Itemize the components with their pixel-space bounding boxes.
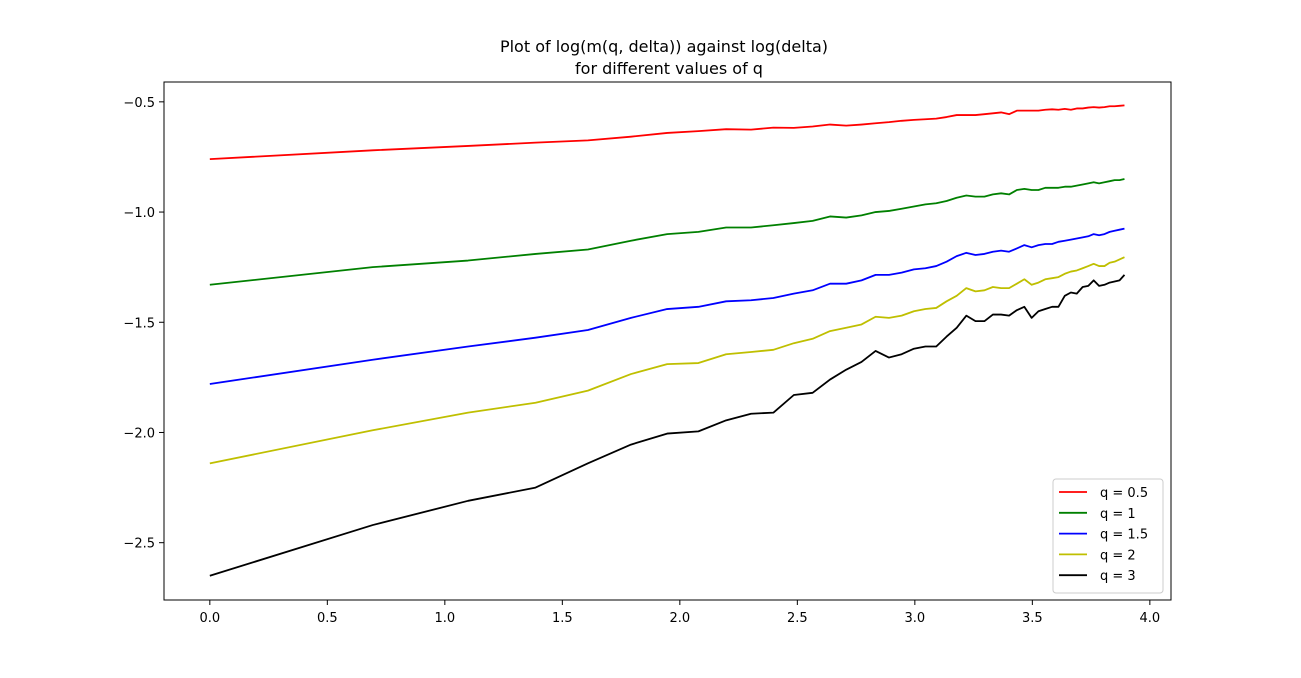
y-tick-label: −1.0 — [123, 206, 155, 221]
x-tick-label: 2.0 — [669, 611, 690, 626]
x-tick-label: 1.0 — [434, 611, 455, 626]
x-tick-label: 3.0 — [904, 611, 925, 626]
x-tick-label: 2.5 — [787, 611, 808, 626]
legend: q = 0.5 q = 1 q = 1.5 q = 2 q = 3 — [1052, 478, 1164, 594]
series-line-4 — [209, 274, 1126, 577]
x-axis: 0.0 0.5 1.0 1.5 2.0 2.5 3.0 3.5 4.0 — [199, 600, 1160, 626]
x-tick-label: 1.5 — [552, 611, 573, 626]
chart-title-line-1: Plot of log(m(q, delta)) against log(del… — [500, 37, 828, 56]
x-tick-label: 3.5 — [1022, 611, 1043, 626]
legend-label-0: q = 0.5 — [1100, 486, 1148, 501]
y-tick-label: −2.0 — [123, 426, 155, 441]
legend-label-1: q = 1 — [1100, 507, 1136, 522]
x-tick-label: 4.0 — [1140, 611, 1161, 626]
series-layer — [209, 104, 1126, 577]
legend-label-2: q = 1.5 — [1100, 528, 1148, 543]
chart-title: Plot of log(m(q, delta)) against log(del… — [500, 37, 828, 78]
y-tick-label: −2.5 — [123, 537, 155, 552]
series-line-2 — [209, 227, 1125, 385]
y-tick-label: −1.5 — [123, 316, 155, 331]
plot-area-frame — [163, 81, 1172, 601]
series-line-3 — [209, 256, 1125, 465]
x-tick-label: 0.0 — [199, 611, 220, 626]
y-axis: −0.5 −1.0 −1.5 −2.0 −2.5 — [123, 96, 164, 552]
legend-label-4: q = 3 — [1100, 569, 1136, 584]
legend-box — [1052, 478, 1164, 594]
series-line-1 — [209, 178, 1125, 286]
y-tick-label: −0.5 — [123, 96, 155, 111]
legend-label-3: q = 2 — [1100, 548, 1136, 563]
chart-title-line-2: for different values of q — [575, 59, 763, 78]
x-tick-label: 0.5 — [317, 611, 338, 626]
series-line-0 — [209, 104, 1125, 161]
